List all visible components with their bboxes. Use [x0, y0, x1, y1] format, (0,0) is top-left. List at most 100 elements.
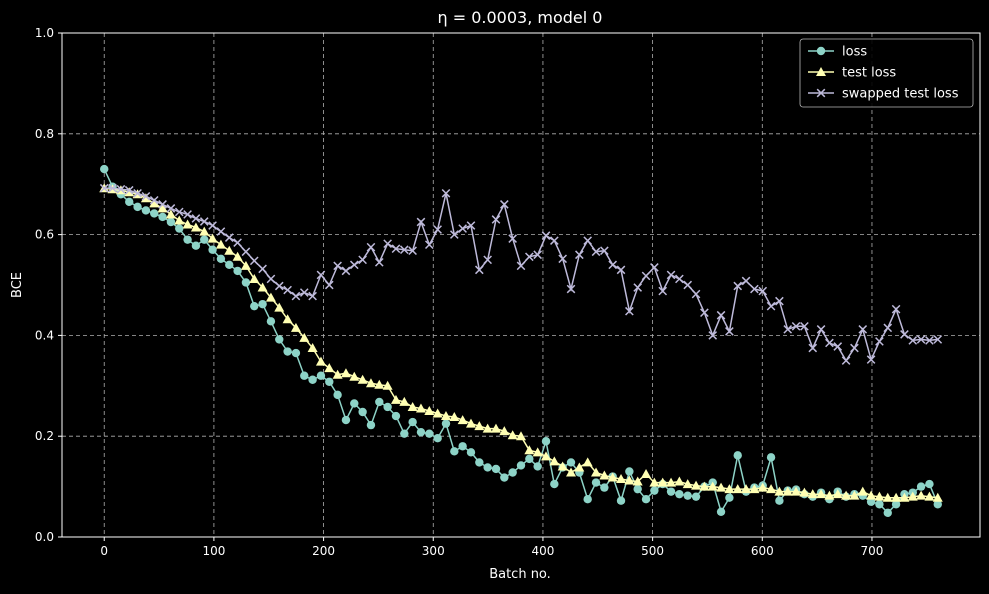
data-point: [383, 239, 392, 249]
series-layer: [99, 164, 943, 518]
data-point: [158, 212, 167, 222]
data-point: [491, 215, 501, 224]
data-point: [215, 239, 226, 249]
data-point: [791, 321, 801, 331]
data-point: [299, 288, 309, 297]
data-point: [525, 454, 534, 464]
data-point: [800, 321, 809, 331]
data-point: [199, 226, 210, 236]
x-tick-label: 100: [202, 544, 225, 558]
data-point: [366, 420, 376, 430]
data-point: [458, 224, 467, 233]
data-point: [558, 254, 568, 264]
data-point: [582, 457, 593, 467]
data-point: [925, 336, 934, 345]
data-point: [933, 335, 943, 344]
data-point: [700, 308, 709, 318]
data-point: [741, 276, 751, 286]
data-point: [408, 417, 417, 427]
data-point: [775, 496, 784, 505]
data-point: [607, 472, 618, 482]
data-point: [766, 301, 776, 311]
data-point: [399, 245, 409, 255]
data-point: [149, 195, 159, 205]
data-point: [583, 236, 593, 245]
data-point: [500, 473, 509, 482]
data-point: [350, 399, 359, 408]
data-point: [449, 412, 460, 422]
y-tick-label: 0.4: [35, 328, 54, 342]
data-point: [650, 263, 659, 272]
data-point: [883, 508, 892, 518]
data-point: [841, 356, 851, 365]
data-point: [699, 481, 710, 491]
chart-title: η = 0.0003, model 0: [438, 8, 603, 27]
data-point: [200, 235, 209, 244]
data-point: [216, 227, 226, 236]
data-point: [516, 431, 526, 441]
data-point: [316, 270, 326, 280]
data-point: [933, 500, 942, 509]
data-point: [375, 397, 384, 407]
data-point: [900, 330, 909, 339]
y-tick-label: 0.0: [35, 530, 54, 544]
data-point: [424, 240, 434, 250]
legend-frame: [799, 38, 974, 108]
y-tick-label: 0.6: [35, 228, 54, 242]
data-point: [441, 188, 451, 198]
data-point: [749, 484, 760, 494]
data-point: [616, 496, 626, 505]
data-point: [566, 458, 576, 467]
data-point: [591, 247, 601, 257]
legend-label: loss: [842, 45, 867, 60]
data-point: [616, 474, 627, 484]
data-point: [233, 238, 242, 247]
data-point: [724, 484, 735, 494]
data-point: [841, 490, 852, 500]
data-point: [166, 204, 176, 213]
data-point: [516, 261, 526, 271]
data-point: [450, 447, 459, 456]
data-point: [390, 394, 401, 404]
data-point: [440, 411, 451, 421]
data-point: [333, 390, 342, 400]
data-point: [100, 164, 109, 174]
data-point: [591, 478, 601, 487]
data-point: [575, 250, 584, 260]
data-point: [224, 245, 235, 255]
series-swapped-test-loss: [99, 183, 943, 365]
data-point: [508, 468, 517, 477]
data-point: [925, 479, 934, 489]
legend-label: test loss: [842, 66, 896, 81]
data-point: [490, 423, 501, 433]
data-point: [533, 462, 542, 471]
data-point: [191, 214, 201, 223]
data-point: [866, 490, 877, 500]
x-tick-label: 600: [751, 544, 774, 558]
data-point: [791, 486, 802, 496]
data-point: [874, 491, 885, 501]
data-point: [858, 325, 868, 334]
data-point: [866, 355, 876, 364]
data-point: [266, 317, 276, 326]
data-point: [408, 246, 417, 256]
data-point: [249, 273, 260, 283]
data-point: [358, 255, 367, 265]
data-point: [516, 461, 526, 470]
data-point: [650, 486, 659, 495]
data-point: [908, 336, 918, 345]
data-point: [257, 282, 268, 292]
data-point: [240, 260, 251, 270]
x-tick-label: 700: [861, 544, 884, 558]
data-point: [666, 477, 677, 487]
data-point: [199, 217, 209, 226]
data-point: [857, 486, 868, 496]
data-point: [641, 495, 651, 504]
data-point: [365, 378, 376, 388]
data-point: [499, 426, 510, 436]
data-point: [533, 250, 543, 260]
data-point: [691, 289, 701, 299]
x-tick-label: 400: [531, 544, 554, 558]
data-point: [675, 274, 684, 284]
